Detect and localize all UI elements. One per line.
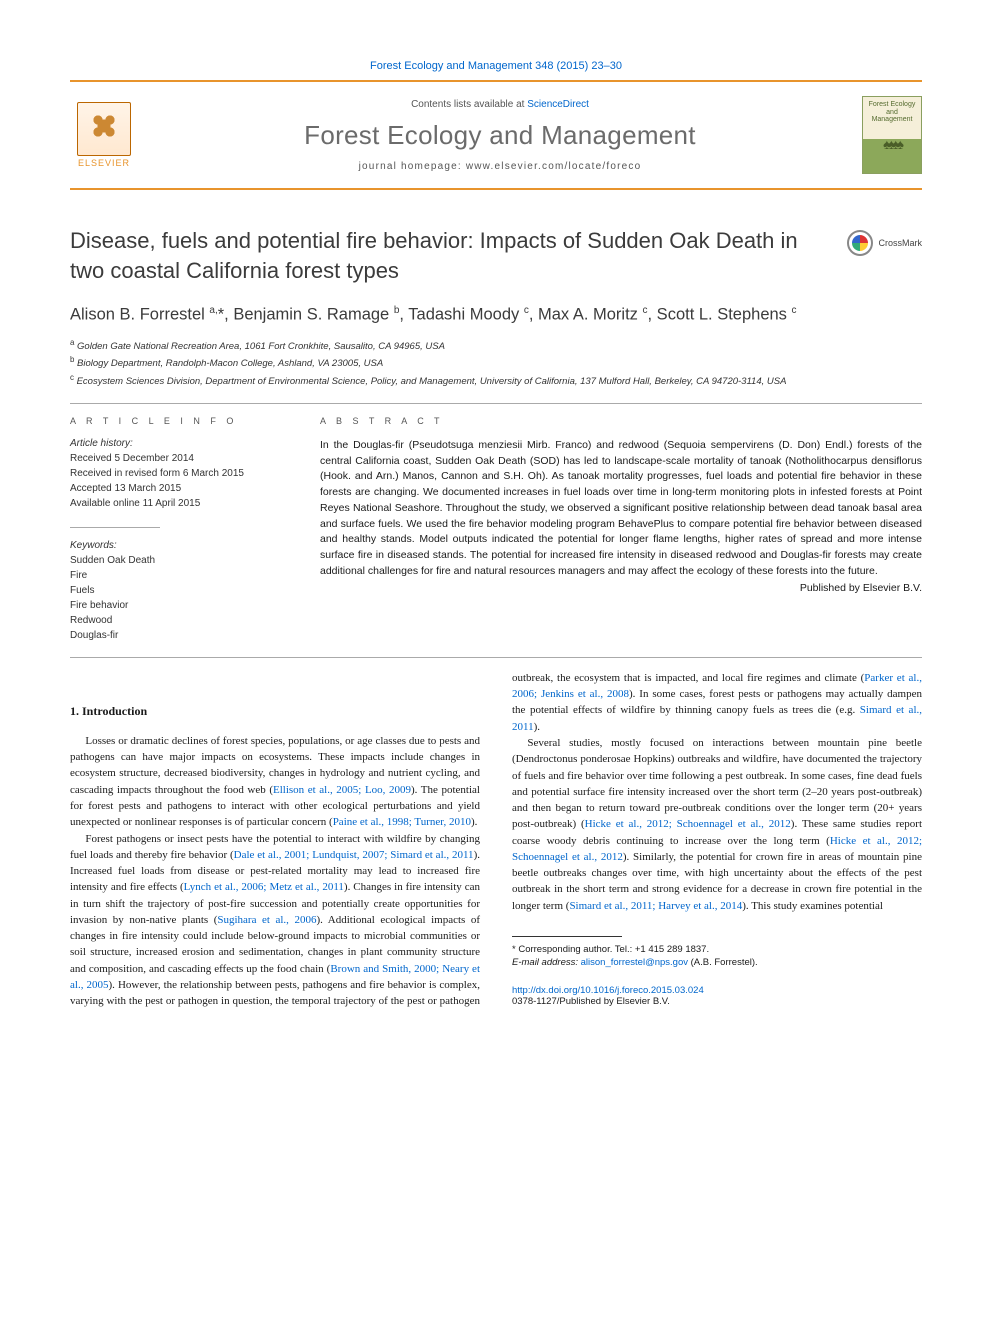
abstract-heading: A B S T R A C T bbox=[320, 416, 922, 426]
elsevier-tree-icon bbox=[77, 102, 131, 156]
homepage-line: journal homepage: www.elsevier.com/locat… bbox=[158, 161, 842, 172]
elsevier-logo[interactable]: ELSEVIER bbox=[70, 97, 138, 173]
citation-link[interactable]: Simard et al., 2011; Harvey et al., 2014 bbox=[569, 900, 742, 912]
footnote-rule bbox=[512, 936, 622, 937]
contents-line: Contents lists available at ScienceDirec… bbox=[158, 99, 842, 110]
affiliation-line: c Ecosystem Sciences Division, Departmen… bbox=[70, 372, 922, 389]
contents-prefix: Contents lists available at bbox=[411, 99, 527, 110]
publisher-name: ELSEVIER bbox=[78, 158, 130, 168]
issn-line: 0378-1127/Published by Elsevier B.V. bbox=[512, 996, 670, 1007]
cover-title: Forest Ecology and Management bbox=[865, 101, 919, 124]
header-citation[interactable]: Forest Ecology and Management 348 (2015)… bbox=[70, 60, 922, 72]
sciencedirect-link[interactable]: ScienceDirect bbox=[527, 99, 589, 110]
keyword-item: Fire bbox=[70, 568, 280, 583]
body-paragraph: Several studies, mostly focused on inter… bbox=[512, 735, 922, 914]
email-label: E-mail address: bbox=[512, 957, 578, 968]
abstract-text: In the Douglas-fir (Pseudotsuga menziesi… bbox=[320, 438, 922, 580]
section-1-heading: 1. Introduction bbox=[70, 704, 480, 719]
crossmark-label: CrossMark bbox=[878, 238, 922, 248]
homepage-url[interactable]: www.elsevier.com/locate/foreco bbox=[466, 161, 642, 172]
cover-trees-icon: ♠♠♠♠ bbox=[883, 136, 901, 152]
info-divider bbox=[70, 527, 160, 528]
history-item: Available online 11 April 2015 bbox=[70, 496, 280, 511]
keyword-item: Fire behavior bbox=[70, 598, 280, 613]
history-item: Received in revised form 6 March 2015 bbox=[70, 466, 280, 481]
article-title: Disease, fuels and potential fire behavi… bbox=[70, 226, 831, 285]
keyword-item: Sudden Oak Death bbox=[70, 553, 280, 568]
history-label: Article history: bbox=[70, 438, 280, 449]
corresponding-suffix: (A.B. Forrestel). bbox=[691, 957, 758, 968]
citation-link[interactable]: Simard et al., 2011 bbox=[512, 704, 922, 732]
citation-link[interactable]: Parker et al., 2006; Jenkins et al., 200… bbox=[512, 672, 922, 700]
history-item: Accepted 13 March 2015 bbox=[70, 481, 280, 496]
keyword-item: Douglas-fir bbox=[70, 628, 280, 643]
citation-link[interactable]: Brown and Smith, 2000; Neary et al., 200… bbox=[70, 963, 480, 991]
citation-link[interactable]: Paine et al., 1998; Turner, 2010 bbox=[333, 816, 471, 828]
affiliation-line: a Golden Gate National Recreation Area, … bbox=[70, 337, 922, 354]
citation-link[interactable]: Lynch et al., 2006; Metz et al., 2011 bbox=[184, 881, 344, 893]
journal-title: Forest Ecology and Management bbox=[158, 120, 842, 151]
article-info-heading: A R T I C L E I N F O bbox=[70, 416, 280, 426]
divider bbox=[70, 403, 922, 404]
journal-masthead: ELSEVIER Contents lists available at Sci… bbox=[70, 80, 922, 190]
citation-link[interactable]: Sugihara et al., 2006 bbox=[217, 914, 316, 926]
corresponding-tel: * Corresponding author. Tel.: +1 415 289… bbox=[512, 943, 922, 956]
doi-link[interactable]: http://dx.doi.org/10.1016/j.foreco.2015.… bbox=[512, 985, 704, 996]
keywords-label: Keywords: bbox=[70, 540, 280, 551]
citation-link[interactable]: Dale et al., 2001; Lundquist, 2007; Sima… bbox=[234, 849, 474, 861]
doi-block: http://dx.doi.org/10.1016/j.foreco.2015.… bbox=[512, 985, 922, 1007]
divider bbox=[70, 657, 922, 658]
history-item: Received 5 December 2014 bbox=[70, 451, 280, 466]
journal-cover-thumb[interactable]: Forest Ecology and Management ♠♠♠♠ bbox=[862, 96, 922, 174]
article-info-sidebar: A R T I C L E I N F O Article history: R… bbox=[70, 416, 280, 643]
keyword-item: Redwood bbox=[70, 613, 280, 628]
corresponding-email-link[interactable]: alison_forrestel@nps.gov bbox=[581, 957, 688, 968]
affiliations-block: a Golden Gate National Recreation Area, … bbox=[70, 337, 922, 389]
crossmark-icon bbox=[847, 230, 873, 256]
corresponding-author-note: * Corresponding author. Tel.: +1 415 289… bbox=[512, 943, 922, 970]
citation-link[interactable]: Ellison et al., 2005; Loo, 2009 bbox=[273, 784, 411, 796]
authors-line: Alison B. Forrestel a,*, Benjamin S. Ram… bbox=[70, 305, 922, 325]
keyword-item: Fuels bbox=[70, 583, 280, 598]
crossmark-widget[interactable]: CrossMark bbox=[847, 230, 922, 256]
abstract-copyright: Published by Elsevier B.V. bbox=[320, 582, 922, 594]
body-paragraph: Losses or dramatic declines of forest sp… bbox=[70, 733, 480, 831]
homepage-prefix: journal homepage: bbox=[359, 161, 466, 172]
affiliation-line: b Biology Department, Randolph-Macon Col… bbox=[70, 354, 922, 371]
citation-link[interactable]: Hicke et al., 2012; Schoennagel et al., … bbox=[512, 835, 922, 863]
citation-link[interactable]: Hicke et al., 2012; Schoennagel et al., … bbox=[585, 818, 791, 830]
